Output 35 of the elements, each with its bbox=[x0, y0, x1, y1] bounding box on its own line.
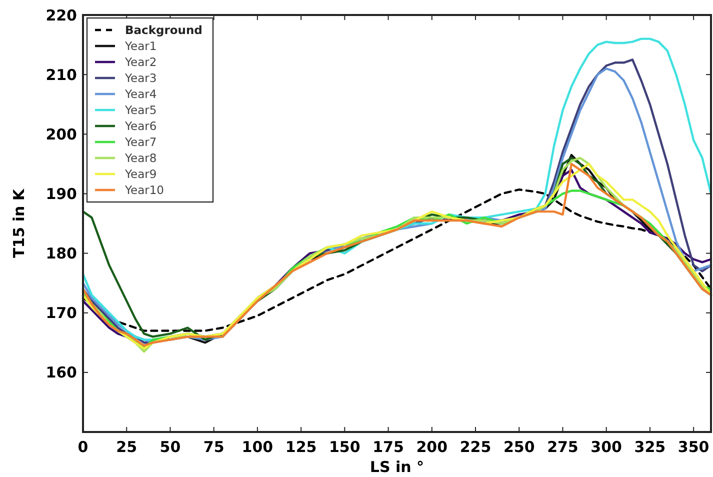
legend-label: Year9 bbox=[124, 167, 157, 182]
x-tick-label: 150 bbox=[329, 438, 360, 456]
legend-label: Year7 bbox=[124, 135, 157, 150]
legend-label: Year3 bbox=[124, 71, 157, 86]
legend-label: Background bbox=[125, 23, 202, 38]
x-tick-label: 50 bbox=[160, 438, 181, 456]
y-tick-label: 160 bbox=[46, 364, 77, 382]
y-tick-label: 190 bbox=[46, 184, 77, 203]
x-tick-label: 225 bbox=[460, 438, 492, 456]
x-axis-title: LS in ° bbox=[370, 458, 424, 476]
x-tick-label: 100 bbox=[242, 438, 274, 456]
x-tick-label: 125 bbox=[285, 438, 317, 456]
legend-label: Year1 bbox=[124, 39, 157, 54]
x-tick-label: 325 bbox=[634, 438, 666, 456]
y-tick-label: 180 bbox=[46, 244, 77, 263]
legend-label: Year10 bbox=[124, 183, 164, 198]
y-tick-label: 210 bbox=[46, 66, 77, 84]
x-tick-label: 250 bbox=[503, 438, 535, 456]
x-tick-label: 275 bbox=[547, 438, 578, 456]
y-tick-label: 220 bbox=[46, 6, 77, 24]
y-axis-title: T15 in K bbox=[10, 188, 28, 258]
legend-label: Year2 bbox=[124, 55, 157, 70]
legend-label: Year8 bbox=[124, 151, 157, 166]
legend-label: Year4 bbox=[124, 87, 157, 102]
x-tick-label: 25 bbox=[116, 438, 138, 456]
x-tick-label: 175 bbox=[372, 438, 404, 456]
x-tick-label: 200 bbox=[416, 438, 448, 456]
x-tick-label: 300 bbox=[590, 438, 622, 456]
x-tick-label: 75 bbox=[203, 438, 224, 456]
legend-label: Year6 bbox=[124, 119, 157, 134]
y-tick-label: 170 bbox=[46, 304, 77, 322]
x-tick-label: 0 bbox=[78, 438, 88, 456]
y-tick-label: 200 bbox=[46, 125, 77, 144]
legend-label: Year5 bbox=[124, 103, 157, 118]
x-tick-label: 350 bbox=[678, 438, 710, 456]
